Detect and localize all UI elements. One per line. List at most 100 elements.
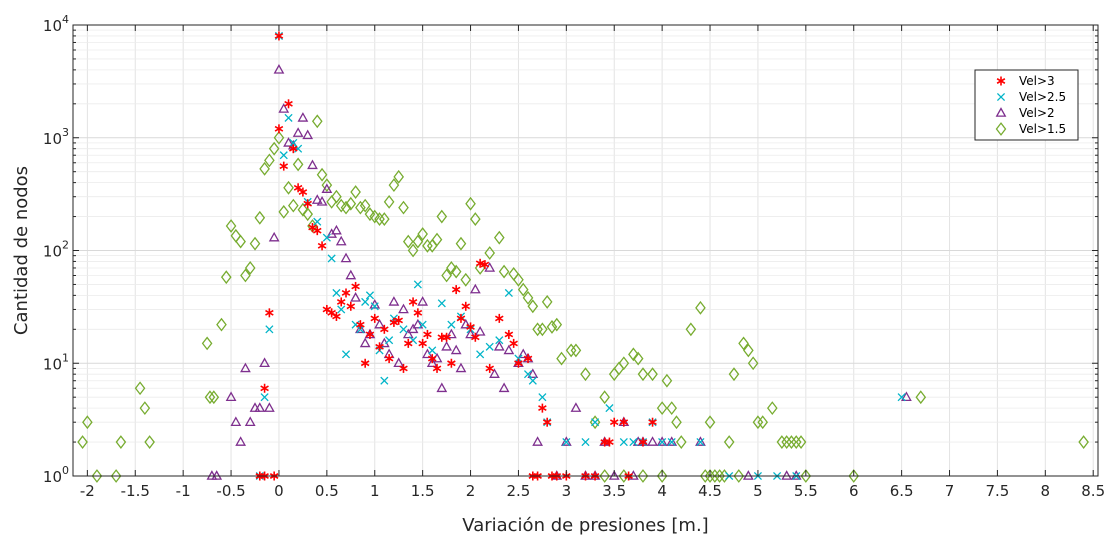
marker-stroke: [317, 242, 327, 249]
data-point: [302, 129, 314, 140]
marker-shape: [995, 122, 1007, 136]
marker-shape: [704, 415, 716, 430]
data-point: [311, 114, 323, 129]
marker-shape: [311, 194, 323, 204]
marker-stroke: [897, 393, 906, 402]
x-tick-label: -1.5: [121, 482, 150, 500]
marker-shape: [795, 435, 807, 449]
marker-shape: [546, 320, 558, 334]
data-point: [514, 358, 523, 368]
data-point: [399, 325, 408, 334]
marker-shape: [647, 436, 658, 446]
marker-shape: [264, 153, 275, 168]
data-point: [317, 241, 327, 251]
data-point: [332, 288, 341, 298]
marker-shape: [776, 435, 788, 449]
marker-stroke: [456, 315, 466, 322]
marker-stroke: [298, 189, 308, 195]
marker-shape: [292, 157, 304, 172]
data-point: [407, 323, 419, 334]
data-point: [523, 370, 533, 379]
marker-stroke: [274, 32, 284, 39]
data-point: [589, 415, 601, 430]
y-tick-label: 101: [43, 351, 69, 373]
data-point: [379, 212, 390, 226]
data-point: [298, 187, 308, 197]
marker-stroke: [619, 419, 629, 426]
marker-stroke: [351, 283, 360, 290]
data-point: [752, 415, 764, 430]
data-point: [648, 417, 657, 427]
data-point: [493, 230, 505, 245]
marker-shape: [393, 357, 405, 368]
y-tick-label: 100: [43, 464, 69, 486]
data-point: [450, 264, 462, 279]
data-point: [289, 138, 298, 147]
data-point: [313, 217, 322, 226]
marker-stroke: [380, 326, 389, 333]
data-point: [656, 436, 668, 446]
data-point: [260, 393, 269, 402]
data-point: [996, 92, 1006, 102]
marker-stroke: [437, 299, 446, 308]
marker-shape: [302, 129, 314, 140]
data-point: [265, 325, 274, 334]
data-point: [546, 320, 558, 334]
marker-shape: [316, 196, 328, 206]
data-point: [790, 470, 802, 480]
data-point: [265, 308, 274, 318]
marker-shape: [225, 219, 237, 233]
marker-shape: [273, 130, 285, 145]
data-point: [450, 344, 462, 355]
marker-shape: [790, 470, 802, 480]
marker-shape: [144, 435, 155, 449]
marker-shape: [431, 232, 443, 247]
data-point: [374, 212, 385, 226]
marker-stroke: [265, 309, 274, 316]
data-point: [346, 301, 356, 311]
marker-shape: [268, 231, 280, 242]
data-point: [316, 196, 328, 206]
marker-stroke: [638, 439, 648, 446]
data-point: [661, 373, 673, 388]
marker-stroke: [427, 355, 437, 362]
data-point: [484, 262, 496, 272]
marker-shape: [685, 322, 697, 337]
x-tick-label: 4: [657, 482, 667, 500]
marker-shape: [350, 292, 361, 302]
marker-stroke: [351, 320, 360, 329]
marker-shape: [498, 264, 510, 279]
marker-stroke: [332, 288, 341, 298]
data-point: [341, 350, 351, 359]
data-point: [498, 382, 510, 393]
data-point: [365, 329, 375, 339]
data-point: [412, 234, 424, 249]
marker-shape: [208, 390, 220, 405]
y-tick-label-exponent: 1: [62, 351, 69, 364]
marker-shape: [240, 268, 251, 283]
data-point: [743, 343, 754, 358]
data-point: [800, 469, 812, 483]
y-axis-label: Cantidad de nodos: [11, 166, 32, 335]
data-point: [465, 196, 476, 211]
marker-stroke: [413, 309, 423, 316]
data-point: [647, 436, 658, 446]
marker-stroke: [284, 113, 293, 122]
marker-stroke: [274, 125, 284, 132]
marker-shape: [110, 469, 122, 483]
data-point: [498, 264, 510, 279]
marker-shape: [278, 103, 290, 113]
marker-stroke: [403, 340, 413, 347]
marker-shape: [580, 367, 591, 382]
data-point: [580, 367, 591, 382]
marker-shape: [268, 141, 280, 156]
marker-shape: [498, 382, 510, 393]
marker-stroke: [605, 404, 614, 413]
data-point: [431, 232, 443, 247]
data-point: [562, 437, 571, 447]
data-point: [321, 183, 333, 193]
data-point: [413, 308, 423, 318]
data-point: [494, 313, 504, 323]
marker-shape: [216, 317, 227, 332]
data-point: [565, 343, 577, 358]
